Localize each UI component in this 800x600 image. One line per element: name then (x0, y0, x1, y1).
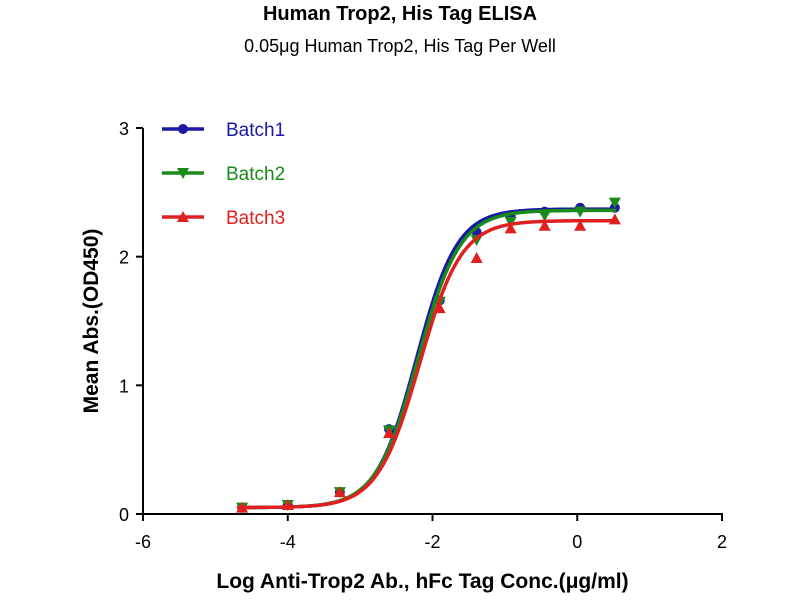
x-tick-label: 0 (572, 532, 582, 552)
data-point-batch3 (333, 486, 346, 498)
legend-marker-batch1 (178, 124, 188, 134)
y-tick-label: 3 (119, 119, 129, 139)
chart-title: Human Trop2, His Tag ELISA (262, 3, 538, 25)
data-point-batch3 (281, 498, 294, 510)
legend-label-batch2: Batch2 (226, 164, 285, 185)
x-tick-label: 2 (717, 532, 727, 552)
x-tick-label: -4 (280, 532, 296, 552)
x-tick-label: -6 (135, 532, 151, 552)
y-tick-label: 1 (119, 376, 129, 396)
y-tick-label: 2 (119, 248, 129, 268)
legend-marker-batch3 (177, 211, 189, 222)
data-point-batch3 (574, 219, 587, 231)
data-point-batch3 (236, 501, 249, 513)
data-point-batch3 (383, 426, 396, 438)
x-axis-label: Log Anti-Trop2 Ab., hFc Tag Conc.(μg/ml) (216, 570, 628, 593)
chart-subtitle: 0.05μg Human Trop2, His Tag Per Well (244, 36, 556, 56)
legend-marker-batch2 (177, 168, 189, 179)
data-point-batch2 (538, 210, 551, 222)
y-tick-label: 0 (119, 505, 129, 525)
data-point-batch3 (538, 219, 551, 231)
data-point-batch3 (504, 222, 517, 234)
y-axis-label: Mean Abs.(OD450) (80, 229, 103, 414)
fit-curve-batch2 (237, 208, 617, 510)
fit-curve-batch1 (237, 207, 617, 510)
fit-curve-batch3 (237, 218, 617, 510)
x-tick-label: -2 (424, 532, 440, 552)
data-point-batch3 (470, 251, 483, 263)
data-point-batch3 (433, 302, 446, 314)
data-point-batch3 (608, 213, 621, 225)
legend-label-batch3: Batch3 (226, 208, 285, 229)
data-point-batch2 (574, 206, 587, 218)
legend-label-batch1: Batch1 (226, 120, 285, 141)
data-point-batch2 (608, 197, 621, 209)
